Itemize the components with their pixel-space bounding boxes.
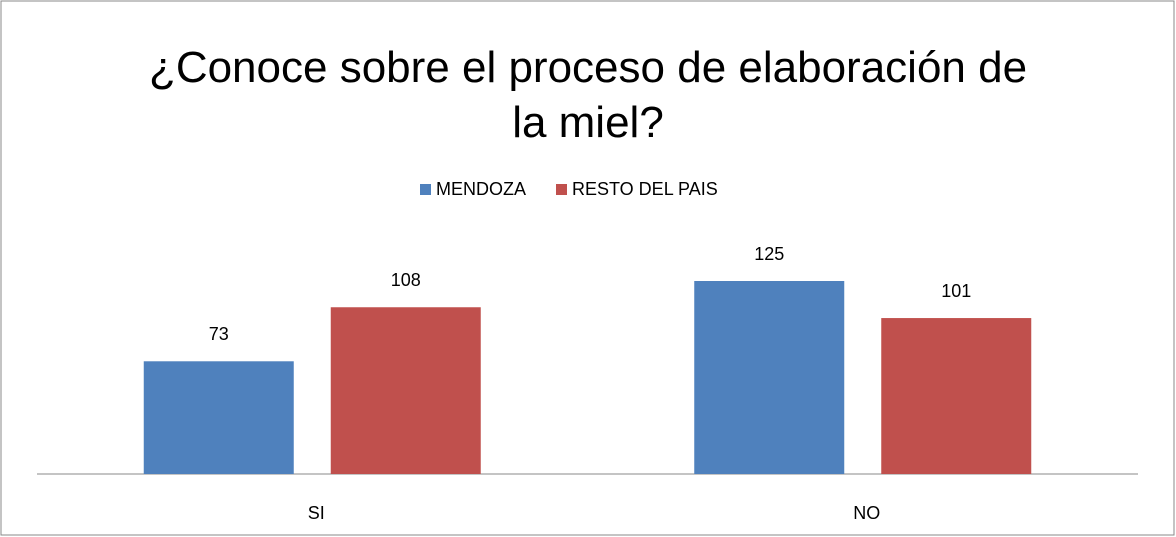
bar [330,307,481,474]
data-label: 73 [209,324,229,344]
bar [881,318,1032,474]
bar [143,361,294,474]
x-tick-label: SI [308,503,325,523]
legend-swatch [420,184,431,195]
legend-swatch [556,184,567,195]
legend-label: MENDOZA [436,179,526,199]
data-label: 125 [754,244,784,264]
chart-title: ¿Conoce sobre el proceso de elaboración … [148,43,1028,147]
x-tick-label: NO [853,503,880,523]
data-label: 101 [941,281,971,301]
legend-label: RESTO DEL PAIS [572,179,718,199]
bar [694,281,845,474]
data-label: 108 [391,270,421,290]
